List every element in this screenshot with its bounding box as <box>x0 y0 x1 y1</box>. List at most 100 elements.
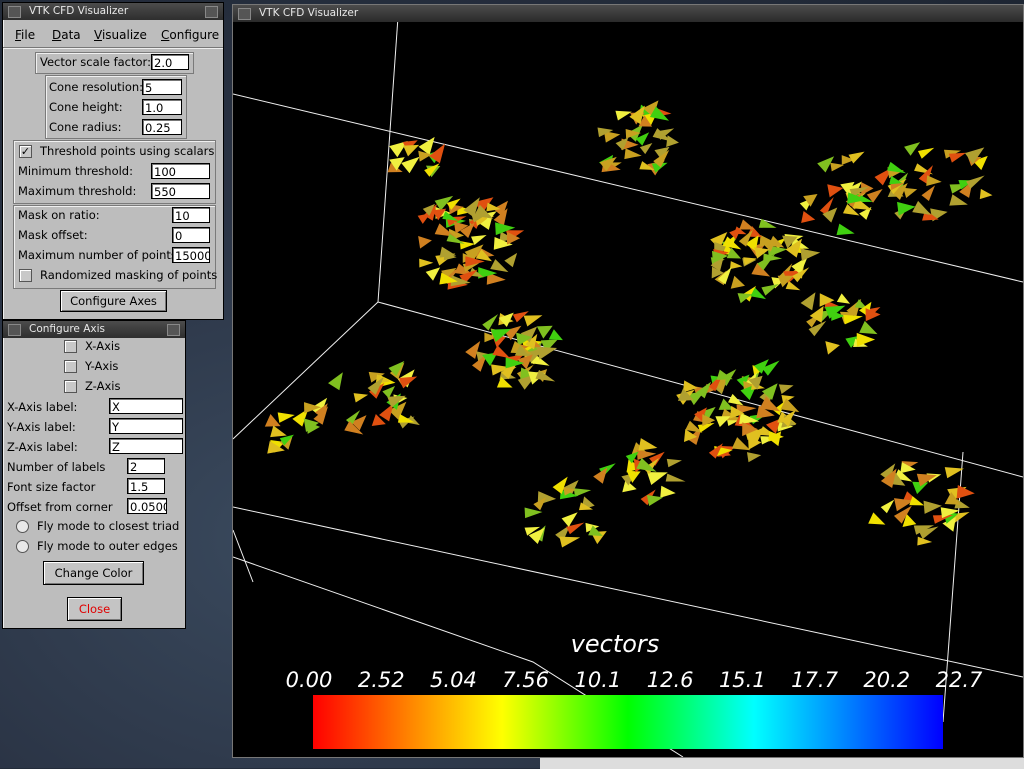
randomized-checkbox[interactable] <box>19 269 32 282</box>
vector-scale-input[interactable]: 2.0 <box>151 54 189 70</box>
vector-cone <box>417 213 431 224</box>
vector-cone <box>626 459 643 473</box>
vector-cone <box>654 146 670 161</box>
x-label-input[interactable]: X <box>109 398 183 414</box>
vector-cone <box>443 252 457 261</box>
cone-resolution-input[interactable]: 5 <box>142 79 182 95</box>
min-threshold-input[interactable]: 100 <box>151 163 210 179</box>
vector-cone <box>761 383 778 401</box>
vector-cone <box>738 229 754 247</box>
vector-cone <box>535 369 556 382</box>
vector-cone <box>512 311 529 323</box>
vector-cone <box>848 151 865 164</box>
vector-cone <box>757 253 776 271</box>
vector-cone <box>474 204 494 219</box>
control-window-titlebar[interactable]: VTK CFD Visualizer <box>3 3 223 20</box>
cone-radius-input[interactable]: 0.25 <box>142 119 182 135</box>
menu-visualize[interactable]: Visualize <box>94 28 147 42</box>
vector-cone <box>371 414 386 427</box>
vector-cone <box>398 376 418 389</box>
offset-input[interactable]: 0.0500 <box>127 498 167 514</box>
vector-cone <box>940 507 960 519</box>
vector-cone <box>471 353 488 372</box>
y-label-input[interactable]: Y <box>109 418 183 434</box>
vector-cone <box>966 175 985 189</box>
vector-cone <box>697 422 715 433</box>
y-axis-checkbox-label: Y-Axis <box>85 359 119 373</box>
fly-closest-radio[interactable] <box>16 520 29 533</box>
vector-cone <box>817 156 835 173</box>
fly-outer-radio[interactable] <box>16 540 29 553</box>
mask-offset-input[interactable]: 0 <box>172 227 210 243</box>
cone-height-input[interactable]: 1.0 <box>142 99 182 115</box>
menu-data[interactable]: Data <box>52 28 81 42</box>
vector-cone <box>753 359 769 374</box>
vector-cone <box>712 376 727 392</box>
vector-cone <box>780 398 800 413</box>
menu-configure[interactable]: Configure <box>161 28 220 42</box>
vector-cone <box>859 320 878 335</box>
vector-cone <box>785 238 803 258</box>
max-threshold-input[interactable]: 550 <box>151 183 210 199</box>
close-button[interactable]: Close <box>67 597 122 621</box>
vector-cone <box>932 514 954 524</box>
z-axis-checkbox-label: Z-Axis <box>85 379 121 393</box>
menu-file[interactable]: File <box>15 28 36 42</box>
vector-cone <box>401 156 420 174</box>
vector-cone <box>351 415 367 431</box>
vector-cone <box>578 502 593 511</box>
configure-axes-button[interactable]: Configure Axes <box>60 290 167 312</box>
vector-cone <box>482 352 498 367</box>
vector-cone <box>524 507 543 519</box>
vector-cone <box>506 231 521 245</box>
vector-cone <box>964 147 985 165</box>
change-color-button[interactable]: Change Color <box>43 561 144 585</box>
window-menu-icon[interactable] <box>8 6 21 18</box>
vector-cone <box>913 525 935 535</box>
vector-cone <box>737 293 753 304</box>
vector-cone <box>926 175 942 186</box>
vector-cone <box>739 219 755 230</box>
colorbar-tick-label: 5.04 <box>430 668 477 692</box>
vector-cone <box>918 526 939 540</box>
window-menu-icon[interactable] <box>8 324 21 336</box>
font-size-caption: Font size factor <box>7 480 96 494</box>
minimize-icon[interactable] <box>167 324 180 336</box>
vector-cone <box>891 182 908 201</box>
font-size-input[interactable]: 1.5 <box>127 478 165 494</box>
vector-cone <box>504 252 518 268</box>
vector-cone <box>745 235 759 252</box>
z-label-input[interactable]: Z <box>109 438 183 454</box>
vector-cone <box>492 345 511 359</box>
vtk-render-window[interactable]: VTK CFD Visualizer <box>232 4 1024 758</box>
vector-cone <box>827 184 844 198</box>
num-labels-input[interactable]: 2 <box>127 458 165 474</box>
vector-cone <box>729 405 745 419</box>
vector-cone <box>801 210 816 224</box>
vector-cone <box>710 231 728 250</box>
vector-cone <box>652 128 672 142</box>
vector-cone <box>653 149 670 168</box>
vector-cone <box>731 437 751 451</box>
vector-cone <box>476 249 493 262</box>
vector-cone <box>563 487 577 496</box>
mask-ratio-input[interactable]: 10 <box>172 207 210 223</box>
vector-cone <box>629 105 645 125</box>
vector-cone <box>736 404 757 414</box>
vector-cone <box>432 208 447 221</box>
render-scene[interactable]: vectors 0.00 2.52 5.04 7.56 10.1 12.6 15.1 17.7… <box>233 22 1023 757</box>
vector-cone <box>942 517 956 532</box>
menu-bar: File Data Visualize Configure <box>3 3 223 51</box>
vector-cone <box>842 204 860 216</box>
viewport-titlebar[interactable]: VTK CFD Visualizer <box>233 5 1023 22</box>
x-axis-checkbox[interactable] <box>64 340 77 353</box>
window-menu-icon[interactable] <box>238 8 251 20</box>
minimize-icon[interactable] <box>205 6 218 18</box>
configure-axis-titlebar[interactable]: Configure Axis <box>3 321 185 338</box>
threshold-checkbox[interactable]: ✓ <box>19 145 32 158</box>
z-axis-checkbox[interactable] <box>64 380 77 393</box>
max-points-input[interactable]: 15000 <box>172 247 210 263</box>
colorbar-ticks: 0.00 2.52 5.04 7.56 10.1 12.6 15.1 17.7 20.2 22.7 <box>286 668 983 692</box>
vector-cone <box>916 473 937 487</box>
y-axis-checkbox[interactable] <box>64 360 77 373</box>
